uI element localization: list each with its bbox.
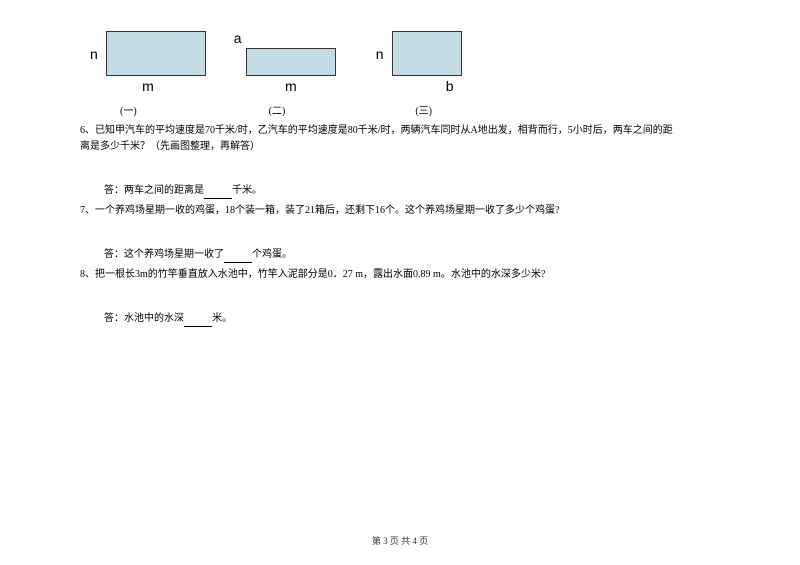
question-7: 7、一个养鸡场星期一收的鸡蛋，18个装一箱，装了21箱后，还剩下16个。这个养鸡… <box>80 203 680 219</box>
answer-6-blank <box>204 187 232 199</box>
diagram-2-label-a: a <box>234 30 242 46</box>
diagram-3-rect <box>392 31 462 76</box>
answer-7-suffix: 个鸡蛋。 <box>252 249 292 260</box>
diagram-row: n m a m n b <box>0 30 800 94</box>
answer-8-suffix: 米。 <box>212 313 232 324</box>
question-8: 8、把一根长3m的竹竿垂直放入水池中，竹竿入泥部分是0．27 m，露出水面0.8… <box>80 267 680 283</box>
diagram-2-number: (二) <box>269 102 286 117</box>
diagram-1: n m <box>90 31 206 94</box>
diagram-1-rect-row: n <box>90 31 206 76</box>
diagram-3-label-b: b <box>446 78 454 94</box>
diagram-1-label-m: m <box>142 78 154 94</box>
answer-7: 答：这个养鸡场星期一收了 个鸡蛋。 <box>80 247 680 263</box>
answer-8: 答：水池中的水深 米。 <box>80 311 680 327</box>
answer-6: 答：两车之间的距离是 千米。 <box>80 183 680 199</box>
diagram-3-rect-row: n <box>376 31 462 76</box>
diagram-3-number: (三) <box>415 102 432 117</box>
diagram-2-rect-row: a <box>246 30 336 76</box>
content-area: 6、已知甲汽车的平均速度是70千米/时，乙汽车的平均速度是80千米/时，两辆汽车… <box>0 123 800 327</box>
diagram-2-label-m: m <box>285 78 297 94</box>
answer-7-prefix: 答：这个养鸡场星期一收了 <box>104 249 224 260</box>
answer-8-prefix: 答：水池中的水深 <box>104 313 184 324</box>
answer-6-prefix: 答：两车之间的距离是 <box>104 185 204 196</box>
diagram-1-rect <box>106 31 206 76</box>
answer-7-blank <box>224 251 252 263</box>
diagram-1-number: (一) <box>120 102 137 117</box>
answer-8-blank <box>184 315 212 327</box>
page-footer: 第 3 页 共 4 页 <box>0 534 800 547</box>
diagram-2-rect <box>246 48 336 76</box>
question-6: 6、已知甲汽车的平均速度是70千米/时，乙汽车的平均速度是80千米/时，两辆汽车… <box>80 123 680 155</box>
diagram-3: n b <box>376 31 462 94</box>
diagram-1-label-n: n <box>90 46 98 62</box>
diagram-2: a m <box>246 30 336 94</box>
diagram-number-labels: (一) (二) (三) <box>0 102 800 117</box>
diagram-3-label-n: n <box>376 46 384 62</box>
answer-6-suffix: 千米。 <box>232 185 262 196</box>
